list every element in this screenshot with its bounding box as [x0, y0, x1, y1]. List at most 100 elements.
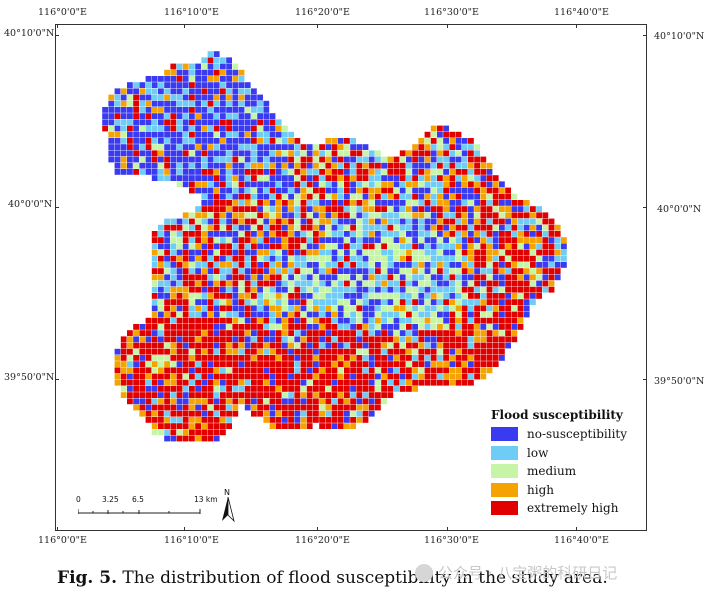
- grid-cell: [294, 175, 301, 181]
- grid-cell: [226, 200, 232, 206]
- grid-cell: [406, 336, 412, 343]
- grid-cell: [207, 169, 214, 175]
- grid-cell: [257, 212, 263, 219]
- grid-cell: [337, 212, 344, 219]
- grid-cell: [232, 330, 239, 336]
- grid-cell: [275, 398, 282, 405]
- grid-cell: [213, 181, 220, 188]
- grid-cell: [319, 386, 325, 392]
- grid-cell: [443, 361, 449, 367]
- grid-cell: [399, 262, 406, 268]
- grid-cell: [492, 237, 499, 243]
- grid-cell: [158, 274, 164, 281]
- grid-cell: [282, 243, 288, 250]
- grid-cell: [350, 144, 356, 150]
- grid-cell: [430, 218, 437, 225]
- grid-cell: [164, 224, 170, 231]
- grid-cell: [170, 379, 177, 386]
- grid-cell: [399, 181, 406, 188]
- grid-cell: [492, 193, 499, 200]
- scale-label-65: 6.5: [132, 495, 144, 504]
- grid-cell: [461, 361, 468, 367]
- grid-cell: [548, 237, 555, 243]
- grid-cell: [251, 100, 257, 107]
- grid-cell: [182, 280, 189, 287]
- grid-cell: [195, 410, 201, 417]
- grid-cell: [282, 268, 288, 274]
- grid-cell: [170, 243, 177, 250]
- grid-cell: [275, 144, 282, 150]
- grid-cell: [145, 367, 152, 374]
- grid-cell: [561, 237, 567, 243]
- grid-cell: [282, 299, 288, 305]
- grid-cell: [412, 348, 418, 355]
- grid-cell: [275, 348, 282, 355]
- grid-cell: [220, 386, 226, 392]
- grid-cell: [319, 156, 325, 163]
- grid-cell: [294, 156, 301, 163]
- grid-cell: [300, 330, 307, 336]
- grid-cell: [189, 286, 195, 293]
- grid-cell: [232, 218, 239, 225]
- grid-cell: [288, 311, 294, 318]
- grid-cell: [195, 100, 201, 107]
- grid-cell: [244, 324, 251, 330]
- grid-cell: [455, 156, 462, 163]
- grid-cell: [164, 274, 170, 281]
- grid-cell: [176, 231, 183, 237]
- grid-cell: [511, 200, 518, 206]
- grid-cell: [443, 255, 449, 262]
- grid-cell: [182, 131, 189, 138]
- grid-cell: [412, 311, 418, 318]
- grid-cell: [430, 373, 437, 380]
- grid-cell: [387, 317, 394, 324]
- grid-cell: [182, 69, 189, 76]
- grid-cell: [424, 311, 431, 318]
- grid-cell: [313, 305, 319, 312]
- grid-cell: [455, 150, 462, 157]
- grid-cell: [424, 162, 431, 169]
- grid-cell: [499, 187, 505, 194]
- grid-cell: [226, 69, 232, 76]
- grid-cell: [517, 305, 524, 312]
- grid-cell: [517, 299, 524, 305]
- grid-cell: [201, 138, 208, 144]
- grid-cell: [468, 330, 474, 336]
- tick-mark: [55, 379, 59, 380]
- grid-cell: [387, 212, 394, 219]
- grid-cell: [182, 379, 189, 386]
- grid-cell: [114, 348, 121, 355]
- grid-cell: [406, 237, 412, 243]
- grid-cell: [201, 249, 208, 256]
- grid-cell: [275, 119, 282, 126]
- grid-cell: [344, 187, 350, 194]
- grid-cell: [492, 324, 499, 330]
- grid-cell: [554, 274, 561, 281]
- grid-cell: [412, 268, 418, 274]
- grid-cell: [139, 367, 146, 374]
- grid-cell: [523, 305, 530, 312]
- grid-cell: [238, 355, 245, 361]
- grid-cell: [424, 305, 431, 312]
- grid-cell: [244, 218, 251, 225]
- grid-cell: [263, 162, 270, 169]
- grid-cell: [337, 355, 344, 361]
- grid-cell: [201, 144, 208, 150]
- grid-cell: [449, 355, 456, 361]
- grid-cell: [443, 224, 449, 231]
- grid-cell: [393, 262, 400, 268]
- grid-cell: [220, 274, 226, 281]
- grid-cell: [511, 336, 518, 343]
- grid-cell: [443, 243, 449, 250]
- grid-cell: [437, 293, 443, 299]
- grid-cell: [145, 100, 152, 107]
- grid-cell: [164, 305, 170, 312]
- grid-cell: [362, 373, 369, 380]
- grid-cell: [437, 218, 443, 225]
- grid-cell: [486, 324, 493, 330]
- grid-cell: [344, 200, 350, 206]
- grid-cell: [511, 305, 518, 312]
- grid-cell: [238, 162, 245, 169]
- grid-cell: [269, 342, 276, 349]
- grid-cell: [468, 193, 474, 200]
